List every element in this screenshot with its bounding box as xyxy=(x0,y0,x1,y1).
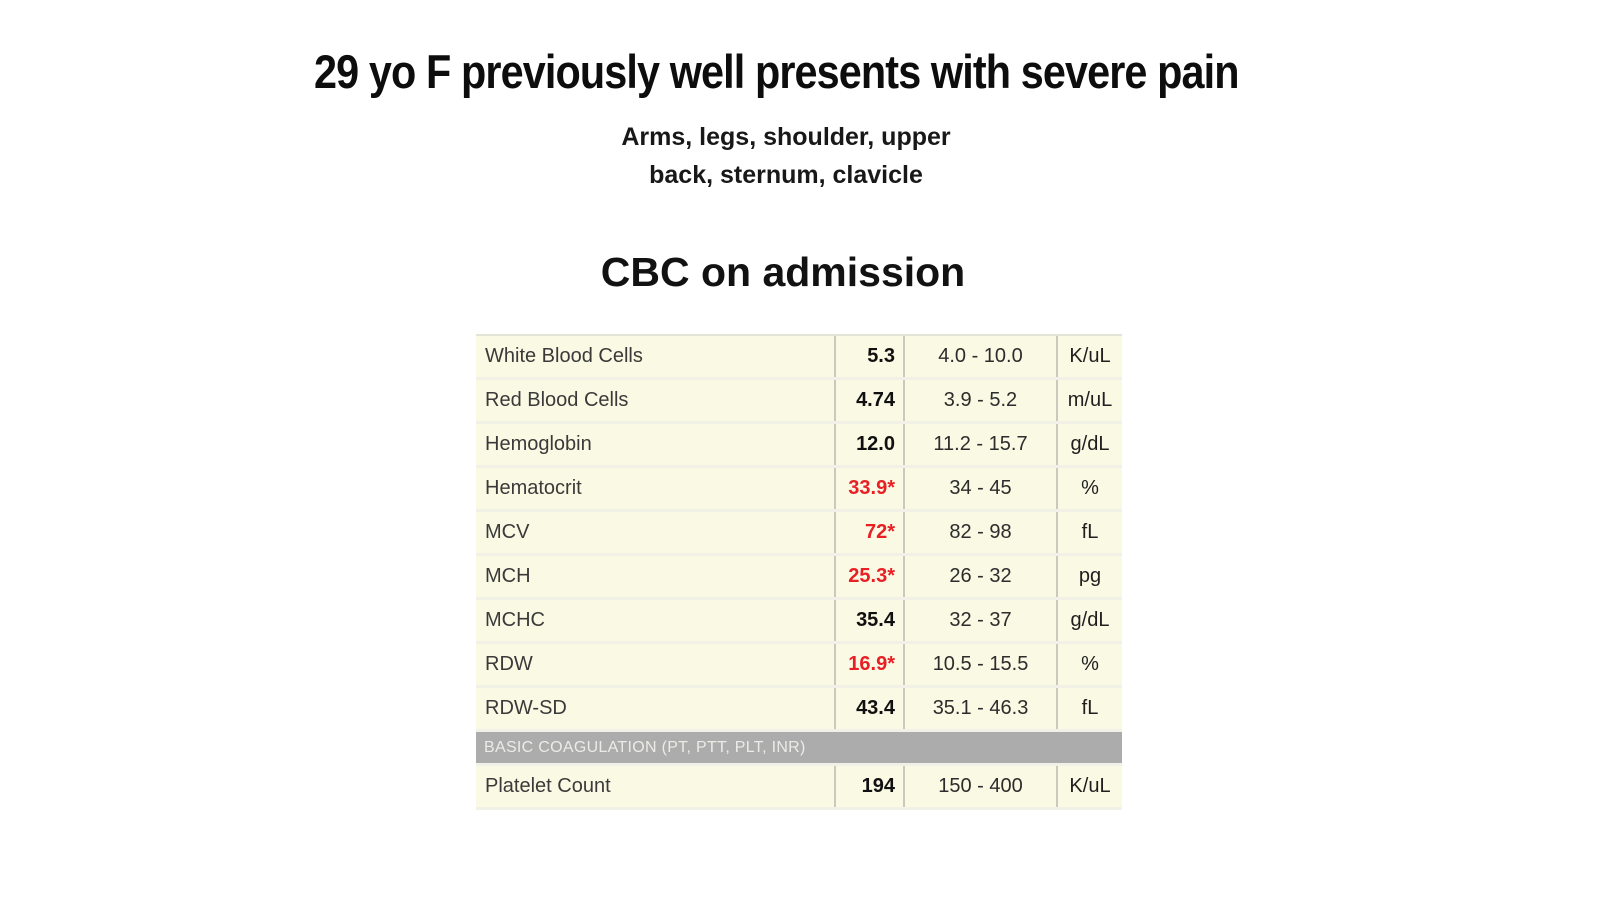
test-name-cell: Platelet Count xyxy=(476,764,835,810)
subtitle-line-1: Arms, legs, shoulder, upper xyxy=(621,123,951,151)
slide-title: 29 yo F previously well presents with se… xyxy=(313,45,1240,98)
lab-result-row: Platelet Count 194 150 - 400 K/uL xyxy=(476,764,1122,810)
test-name-cell: White Blood Cells xyxy=(476,334,835,380)
units-cell: % xyxy=(1056,642,1122,688)
result-value-cell: 33.9* xyxy=(834,466,904,512)
lab-result-row: MCV 72* 82 - 98 fL xyxy=(476,510,1122,556)
reference-range-cell: 10.5 - 15.5 xyxy=(903,642,1057,688)
units-cell: m/uL xyxy=(1056,378,1122,424)
test-name-cell: Red Blood Cells xyxy=(476,378,835,424)
test-name-cell: RDW xyxy=(476,642,835,688)
lab-result-row: White Blood Cells 5.3 4.0 - 10.0 K/uL xyxy=(476,334,1122,380)
test-name-cell: Hemoglobin xyxy=(476,422,835,468)
units-cell: % xyxy=(1056,466,1122,512)
cbc-section-heading: CBC on admission xyxy=(600,249,966,295)
cbc-table: White Blood Cells 5.3 4.0 - 10.0 K/uL Red Bl… xyxy=(476,334,1122,810)
units-cell: g/dL xyxy=(1056,598,1122,644)
subtitle-line-2: back, sternum, clavicle xyxy=(649,161,923,189)
units-cell: pg xyxy=(1056,554,1122,600)
test-name-cell: MCV xyxy=(476,510,835,556)
reference-range-cell: 11.2 - 15.7 xyxy=(903,422,1057,468)
reference-range-cell: 82 - 98 xyxy=(903,510,1057,556)
slide-title-wrap: 29 yo F previously well presents with se… xyxy=(0,44,1552,99)
units-cell: K/uL xyxy=(1056,334,1122,380)
cbc-table-wrap: White Blood Cells 5.3 4.0 - 10.0 K/uL Red Bl… xyxy=(476,334,1122,810)
reference-range-cell: 34 - 45 xyxy=(903,466,1057,512)
reference-range-cell: 4.0 - 10.0 xyxy=(903,334,1057,380)
lab-result-row: Hemoglobin 12.0 11.2 - 15.7 g/dL xyxy=(476,422,1122,468)
units-cell: fL xyxy=(1056,686,1122,732)
units-cell: K/uL xyxy=(1056,764,1122,810)
lab-result-row: MCH 25.3* 26 - 32 pg xyxy=(476,554,1122,600)
result-value-cell: 16.9* xyxy=(834,642,904,688)
lab-result-row: RDW-SD 43.4 35.1 - 46.3 fL xyxy=(476,686,1122,732)
test-name-cell: Hematocrit xyxy=(476,466,835,512)
result-value-cell: 25.3* xyxy=(834,554,904,600)
section-header-row: BASIC COAGULATION (PT, PTT, PLT, INR) xyxy=(476,730,1122,766)
result-value-cell: 194 xyxy=(834,764,904,810)
units-cell: fL xyxy=(1056,510,1122,556)
result-value-cell: 12.0 xyxy=(834,422,904,468)
result-value-cell: 35.4 xyxy=(834,598,904,644)
result-value-cell: 4.74 xyxy=(834,378,904,424)
lab-result-row: MCHC 35.4 32 - 37 g/dL xyxy=(476,598,1122,644)
section-header-label: BASIC COAGULATION (PT, PTT, PLT, INR) xyxy=(476,730,1122,766)
test-name-cell: MCH xyxy=(476,554,835,600)
slide-subtitle: Arms, legs, shoulder, upper back, sternu… xyxy=(0,118,1572,194)
reference-range-cell: 26 - 32 xyxy=(903,554,1057,600)
result-value-cell: 72* xyxy=(834,510,904,556)
test-name-cell: MCHC xyxy=(476,598,835,644)
lab-result-row: RDW 16.9* 10.5 - 15.5% xyxy=(476,642,1122,688)
lab-result-row: Hematocrit 33.9* 34 - 45% xyxy=(476,466,1122,512)
cbc-table-body: White Blood Cells 5.3 4.0 - 10.0 K/uL Red Bl… xyxy=(476,334,1122,810)
test-name-cell: RDW-SD xyxy=(476,686,835,732)
units-cell: g/dL xyxy=(1056,422,1122,468)
reference-range-cell: 150 - 400 xyxy=(903,764,1057,810)
reference-range-cell: 32 - 37 xyxy=(903,598,1057,644)
lab-result-row: Red Blood Cells 4.74 3.9 - 5.2 m/uL xyxy=(476,378,1122,424)
reference-range-cell: 3.9 - 5.2 xyxy=(903,378,1057,424)
reference-range-cell: 35.1 - 46.3 xyxy=(903,686,1057,732)
result-value-cell: 5.3 xyxy=(834,334,904,380)
result-value-cell: 43.4 xyxy=(834,686,904,732)
